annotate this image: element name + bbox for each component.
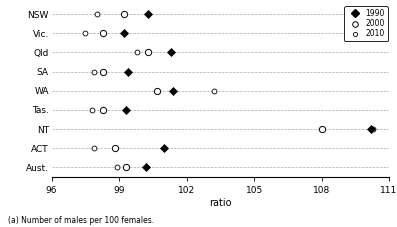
X-axis label: ratio: ratio [209, 198, 231, 208]
Legend: 1990, 2000, 2010: 1990, 2000, 2010 [345, 6, 387, 42]
Text: (a) Number of males per 100 females.: (a) Number of males per 100 females. [8, 216, 154, 225]
